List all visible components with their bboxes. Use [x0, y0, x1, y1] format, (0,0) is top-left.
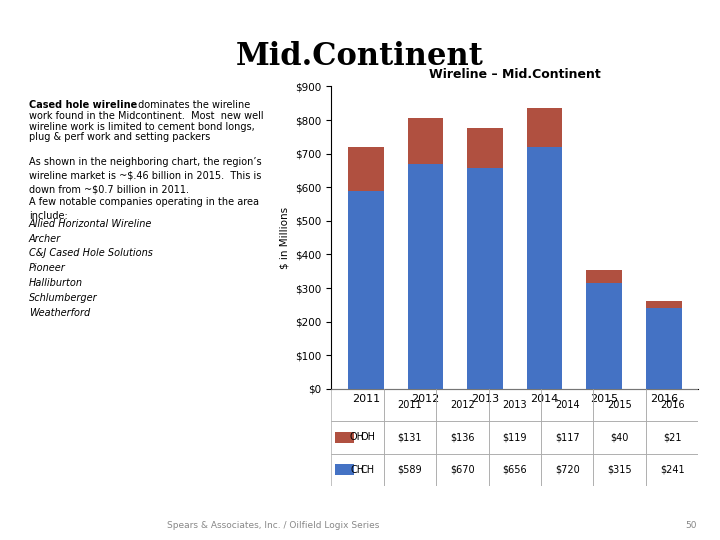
Text: $720: $720 — [555, 465, 580, 475]
Bar — [541, 421, 593, 454]
Text: A few notable companies operating in the area
include:: A few notable companies operating in the… — [29, 197, 258, 221]
Text: Spears & Associates, Inc. / Oilfield Logix Series: Spears & Associates, Inc. / Oilfield Log… — [168, 521, 379, 530]
Text: $40: $40 — [611, 433, 629, 442]
Bar — [384, 454, 436, 486]
Text: As shown in the neighboring chart, the region’s
wireline market is ~$.46 billion: As shown in the neighboring chart, the r… — [29, 157, 261, 194]
Text: 2015: 2015 — [608, 400, 632, 410]
Bar — [436, 421, 489, 454]
Text: 50: 50 — [685, 521, 697, 530]
Text: $241: $241 — [660, 465, 685, 475]
Y-axis label: $ in Millions: $ in Millions — [279, 206, 289, 269]
Bar — [348, 147, 384, 191]
Bar — [467, 168, 503, 389]
Text: Spears & Associates:  Wireline Market: Spears & Associates: Wireline Market — [6, 10, 245, 20]
Bar — [436, 389, 489, 421]
Bar — [384, 421, 436, 454]
Text: Mid.Continent: Mid.Continent — [236, 41, 484, 72]
Text: 2013: 2013 — [503, 400, 527, 410]
Text: $117: $117 — [555, 433, 580, 442]
Bar — [646, 301, 682, 308]
Bar — [331, 421, 384, 454]
Text: work found in the Midcontinent.  Most  new well: work found in the Midcontinent. Most new… — [29, 111, 264, 121]
Bar — [348, 191, 384, 389]
Text: $656: $656 — [503, 465, 527, 475]
Text: dominates the wireline: dominates the wireline — [135, 100, 251, 110]
Bar — [541, 389, 593, 421]
Text: CH: CH — [360, 465, 374, 475]
Bar — [593, 389, 646, 421]
Text: $670: $670 — [450, 465, 474, 475]
Text: wireline work is limited to cement bond longs,: wireline work is limited to cement bond … — [29, 122, 255, 132]
Text: $136: $136 — [450, 433, 474, 442]
Text: 2016: 2016 — [660, 400, 685, 410]
Bar — [646, 454, 698, 486]
Bar — [541, 454, 593, 486]
Bar — [489, 454, 541, 486]
Text: 2012: 2012 — [450, 400, 474, 410]
Text: 2011: 2011 — [397, 400, 422, 410]
Text: CH: CH — [351, 465, 364, 475]
Text: $21: $21 — [663, 433, 681, 442]
Bar — [586, 269, 622, 283]
Bar — [408, 118, 444, 164]
Bar — [527, 107, 562, 147]
Text: Cased hole wireline: Cased hole wireline — [29, 100, 137, 110]
Bar — [331, 454, 384, 486]
Text: $589: $589 — [397, 465, 422, 475]
Bar — [489, 421, 541, 454]
Bar — [593, 454, 646, 486]
Bar — [331, 389, 384, 421]
Text: plug & perf work and setting packers: plug & perf work and setting packers — [29, 132, 210, 143]
Bar — [408, 164, 444, 389]
Title: Wireline – Mid.Continent: Wireline – Mid.Continent — [429, 68, 600, 81]
Text: $119: $119 — [503, 433, 527, 442]
Bar — [336, 431, 354, 443]
Text: Allied Horizontal Wireline
Archer
C&J Cased Hole Solutions
Pioneer
Halliburton
S: Allied Horizontal Wireline Archer C&J Ca… — [29, 219, 153, 318]
Bar — [593, 421, 646, 454]
Text: OH: OH — [350, 433, 365, 442]
Bar — [467, 129, 503, 168]
Bar — [646, 308, 682, 389]
Text: OH: OH — [360, 433, 375, 442]
Bar — [586, 283, 622, 389]
Text: $131: $131 — [397, 433, 422, 442]
Bar — [436, 454, 489, 486]
Bar — [646, 389, 698, 421]
Text: $315: $315 — [608, 465, 632, 475]
Bar — [384, 389, 436, 421]
Bar — [646, 421, 698, 454]
Bar — [527, 147, 562, 389]
Bar — [489, 389, 541, 421]
Bar — [336, 464, 354, 475]
Text: 2014: 2014 — [555, 400, 580, 410]
